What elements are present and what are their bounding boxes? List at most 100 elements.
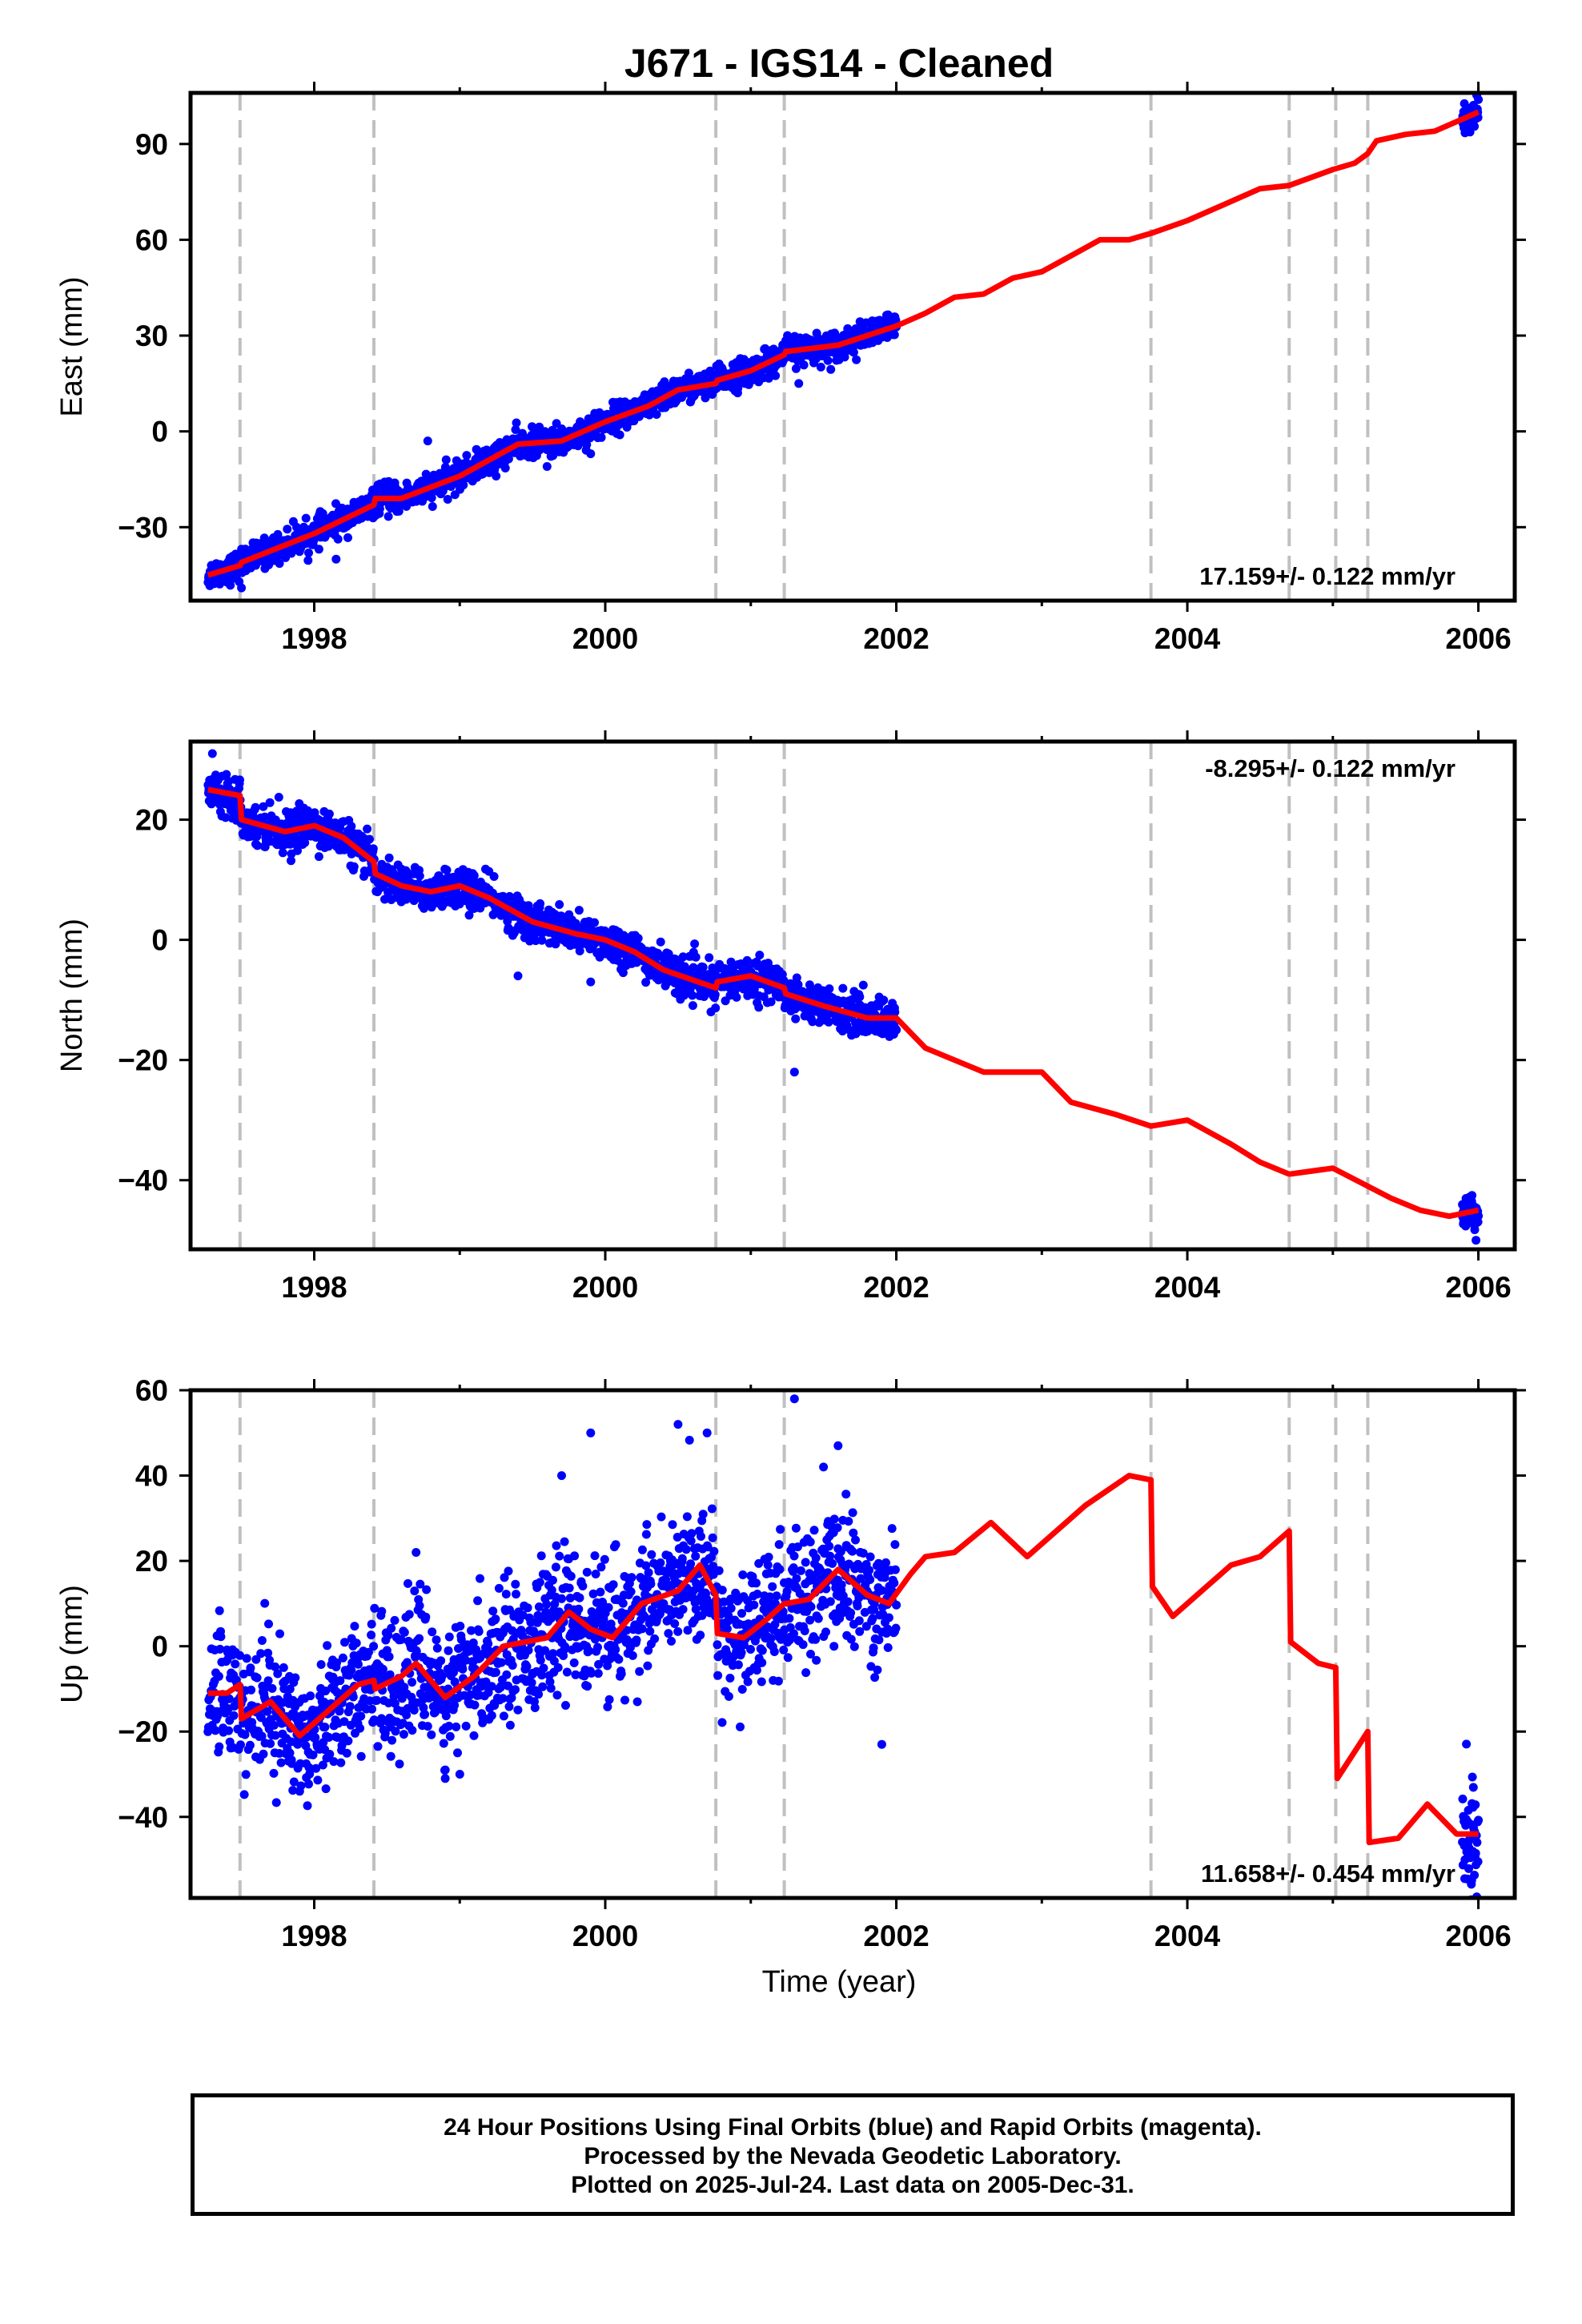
up-point-1031 bbox=[647, 1550, 656, 1559]
up-point-862 bbox=[574, 1604, 584, 1614]
up-point-123 bbox=[256, 1649, 266, 1659]
east-point-166 bbox=[275, 559, 284, 569]
up-point-1146 bbox=[697, 1532, 705, 1541]
north-point-817 bbox=[555, 900, 564, 909]
north-point-898 bbox=[590, 918, 599, 927]
up-point-423 bbox=[385, 1670, 395, 1679]
up-point-1038 bbox=[650, 1634, 660, 1643]
east-point-557 bbox=[443, 495, 452, 504]
up-point-886 bbox=[584, 1647, 594, 1655]
up-point-600 bbox=[461, 1721, 471, 1731]
up-point-1019 bbox=[641, 1530, 651, 1539]
east-point-325 bbox=[343, 533, 352, 542]
up-point-743 bbox=[523, 1603, 532, 1613]
up-point-1489 bbox=[844, 1517, 853, 1526]
up-point-1517 bbox=[856, 1574, 865, 1583]
east-xtick-label-2000: 2000 bbox=[572, 622, 638, 655]
east-point-52 bbox=[226, 581, 235, 590]
up-point-1306 bbox=[765, 1592, 775, 1602]
north-point-370 bbox=[363, 824, 372, 834]
up-point-559 bbox=[444, 1646, 453, 1655]
up-point-1174 bbox=[709, 1562, 718, 1571]
up-point-385 bbox=[369, 1642, 379, 1651]
up-point-694 bbox=[502, 1670, 512, 1679]
up-point-1446 bbox=[825, 1551, 835, 1561]
up-point-1547 bbox=[869, 1643, 878, 1653]
east-point-522 bbox=[428, 502, 437, 511]
up-point-1413 bbox=[811, 1553, 821, 1562]
up-point-156 bbox=[271, 1662, 280, 1671]
north-ytick-label--20: −20 bbox=[118, 1044, 168, 1077]
up-point-1367 bbox=[791, 1523, 801, 1533]
north-point-421 bbox=[384, 853, 394, 862]
up-point-419 bbox=[383, 1630, 393, 1640]
up-point-17 bbox=[211, 1726, 220, 1735]
east-point-1385 bbox=[799, 360, 809, 370]
up-point-1351 bbox=[785, 1614, 794, 1623]
up-point-1237 bbox=[736, 1722, 745, 1731]
up-point-436 bbox=[391, 1727, 400, 1736]
north-point-132 bbox=[260, 812, 270, 822]
up-point-703 bbox=[505, 1720, 515, 1730]
up-point-407 bbox=[378, 1664, 387, 1674]
north-point-1126 bbox=[688, 991, 697, 1000]
up-point-659 bbox=[487, 1682, 496, 1691]
up-point-159 bbox=[271, 1798, 281, 1807]
up-point-948 bbox=[611, 1540, 620, 1550]
up-point-426 bbox=[387, 1623, 396, 1633]
up-point-84 bbox=[239, 1790, 249, 1799]
up-point-1539 bbox=[865, 1575, 875, 1584]
up-point-138 bbox=[263, 1707, 272, 1716]
up-point-1176 bbox=[709, 1546, 719, 1556]
up-point-1092 bbox=[673, 1626, 683, 1636]
east-point-1651 bbox=[492, 472, 501, 480]
up-point-544 bbox=[437, 1671, 447, 1681]
up-point-852 bbox=[570, 1551, 580, 1561]
up-point-1277 bbox=[753, 1590, 762, 1598]
up-point-1173 bbox=[708, 1533, 717, 1542]
up-point-922 bbox=[600, 1554, 609, 1564]
up-point-387 bbox=[370, 1603, 379, 1613]
up-point-882 bbox=[583, 1682, 592, 1691]
north-point-776 bbox=[537, 935, 547, 945]
up-point-149 bbox=[267, 1683, 277, 1693]
north-point-1652 bbox=[513, 971, 523, 981]
up-point-574 bbox=[450, 1677, 460, 1687]
up-point-805 bbox=[549, 1656, 559, 1666]
up-point-1114 bbox=[682, 1512, 692, 1522]
north-point-258 bbox=[314, 852, 323, 862]
north-point-1282 bbox=[755, 951, 765, 960]
up-point-1483 bbox=[841, 1490, 851, 1499]
up-point-283 bbox=[325, 1750, 335, 1759]
up-point-511 bbox=[423, 1722, 432, 1731]
up-point-912 bbox=[596, 1587, 605, 1597]
up-point-1309 bbox=[766, 1634, 776, 1643]
north-point-1444 bbox=[825, 984, 834, 994]
up-point-428 bbox=[387, 1735, 397, 1745]
up-point-1514 bbox=[854, 1616, 864, 1626]
up-point-1583 bbox=[884, 1613, 893, 1622]
east-ytick-label-0: 0 bbox=[151, 416, 168, 448]
up-point-1077 bbox=[667, 1636, 676, 1646]
up-point-1302 bbox=[763, 1560, 773, 1570]
up-point-891 bbox=[587, 1668, 596, 1678]
north-point-193 bbox=[287, 856, 295, 866]
up-point-26 bbox=[215, 1742, 224, 1751]
up-point-1211 bbox=[724, 1691, 733, 1701]
north-point-1018 bbox=[641, 978, 651, 987]
north-point-110 bbox=[251, 802, 260, 812]
east-point-691 bbox=[500, 464, 510, 472]
east-point-520 bbox=[427, 493, 436, 503]
north-ytick-label-20: 20 bbox=[135, 804, 168, 837]
up-point-126 bbox=[257, 1636, 267, 1645]
up-point-1303 bbox=[764, 1552, 773, 1562]
up-point-901 bbox=[591, 1570, 600, 1578]
up-point-851 bbox=[569, 1658, 579, 1667]
up-point-1371 bbox=[793, 1542, 802, 1552]
up-point-449 bbox=[396, 1634, 406, 1644]
up-point-745 bbox=[524, 1646, 533, 1655]
up-point-434 bbox=[390, 1615, 400, 1625]
up-point-236 bbox=[305, 1769, 315, 1779]
north-point-1597 bbox=[890, 1007, 900, 1017]
